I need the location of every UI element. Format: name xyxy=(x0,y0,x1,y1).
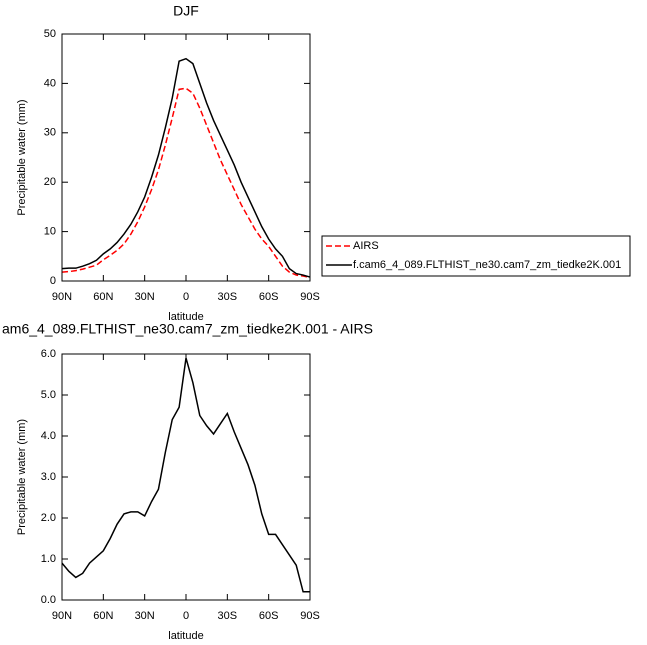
x-tick-label: 60N xyxy=(93,291,113,303)
y-tick-label: 0.0 xyxy=(41,594,56,606)
y-axis-label: Precipitable water (mm) xyxy=(16,419,28,535)
chart-title: DJF xyxy=(173,3,199,19)
y-tick-label: 4.0 xyxy=(41,430,56,442)
x-tick-label: 90N xyxy=(52,610,72,622)
plot-frame xyxy=(61,353,311,601)
x-tick-label: 90S xyxy=(300,610,320,622)
y-tick-label: 3.0 xyxy=(41,471,56,483)
x-tick-label: 30S xyxy=(218,291,238,303)
x-axis-label: latitude xyxy=(168,311,203,323)
y-tick-label: 50 xyxy=(44,28,56,40)
y-axis-label: Precipitable water (mm) xyxy=(16,99,28,215)
y-tick-label: 30 xyxy=(44,127,56,139)
x-tick-label: 60N xyxy=(93,610,113,622)
x-axis-label: latitude xyxy=(168,630,203,642)
x-tick-label: 0 xyxy=(183,291,189,303)
data-line xyxy=(61,57,311,278)
y-tick-label: 0 xyxy=(50,275,56,287)
data-line xyxy=(61,87,311,279)
legend-label: f.cam6_4_089.FLTHIST_ne30.cam7_zm_tiedke… xyxy=(353,259,621,271)
data-line xyxy=(61,357,310,593)
x-tick-label: 0 xyxy=(183,610,189,622)
y-tick-label: 20 xyxy=(44,176,56,188)
x-tick-label: 60S xyxy=(259,610,279,622)
y-tick-label: 6.0 xyxy=(41,348,56,360)
x-tick-label: 30N xyxy=(135,291,155,303)
x-tick-label: 90N xyxy=(52,291,72,303)
x-tick-label: 30N xyxy=(135,610,155,622)
plot-frame xyxy=(61,33,311,282)
legend-label: AIRS xyxy=(353,240,379,252)
x-tick-label: 60S xyxy=(259,291,279,303)
y-tick-label: 5.0 xyxy=(41,389,56,401)
y-tick-label: 10 xyxy=(44,226,56,238)
y-tick-label: 1.0 xyxy=(41,553,56,565)
y-tick-label: 2.0 xyxy=(41,512,56,524)
x-tick-label: 30S xyxy=(218,610,238,622)
y-tick-label: 40 xyxy=(44,77,56,89)
x-tick-label: 90S xyxy=(300,291,320,303)
legend-box xyxy=(321,235,631,277)
chart-title: am6_4_089.FLTHIST_ne30.cam7_zm_tiedke2K.… xyxy=(2,321,373,337)
